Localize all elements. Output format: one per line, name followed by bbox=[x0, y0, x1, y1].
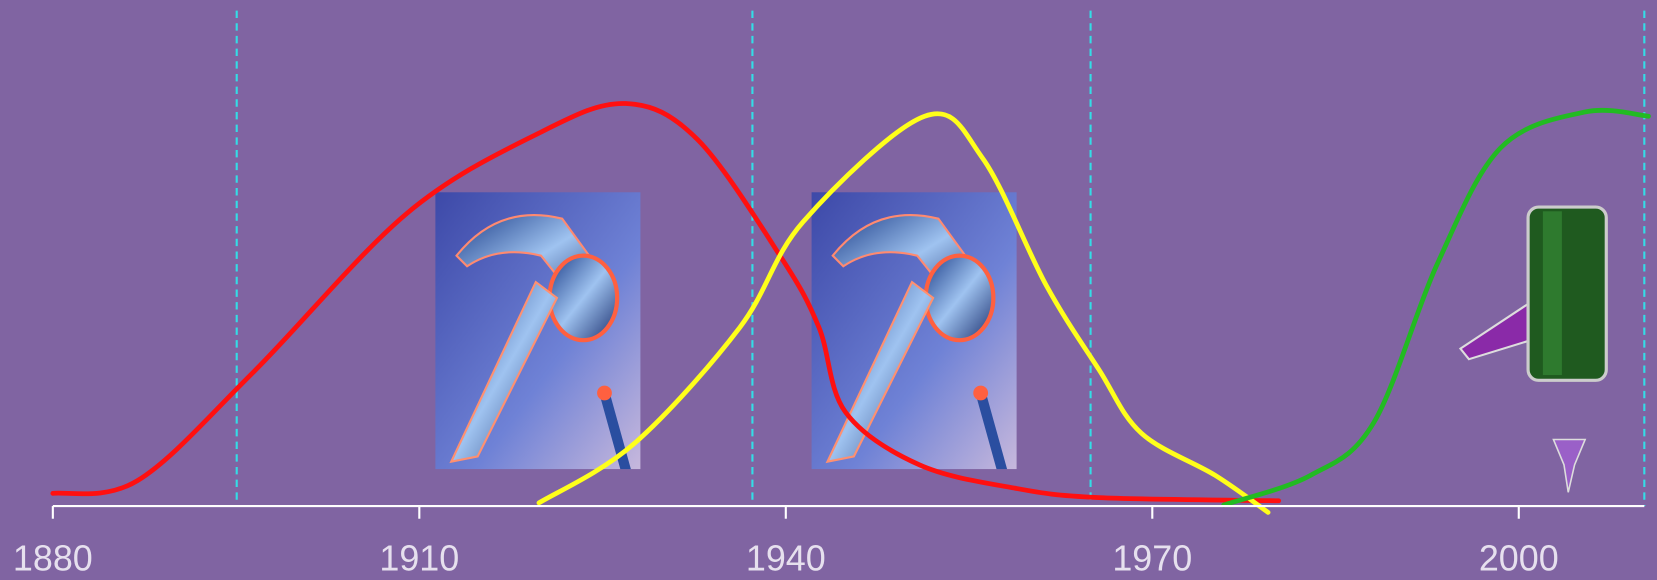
axis-ticks: 1880 1910 1940 1970 2000 bbox=[13, 506, 1559, 578]
slide: 1880 1910 1940 1970 2000 bbox=[0, 0, 1657, 580]
tick-label: 1970 bbox=[1112, 537, 1192, 578]
tick-label: 1880 bbox=[13, 537, 93, 578]
tick-label: 2000 bbox=[1479, 537, 1559, 578]
tick-label: 1940 bbox=[746, 537, 826, 578]
mallet-icon bbox=[1460, 207, 1606, 492]
tick-label: 1910 bbox=[379, 537, 459, 578]
page: {"axis": {"ticks": ["1880", "1910", "194… bbox=[0, 0, 1657, 580]
hammer-image bbox=[435, 192, 640, 469]
hammer-image bbox=[812, 192, 1017, 469]
